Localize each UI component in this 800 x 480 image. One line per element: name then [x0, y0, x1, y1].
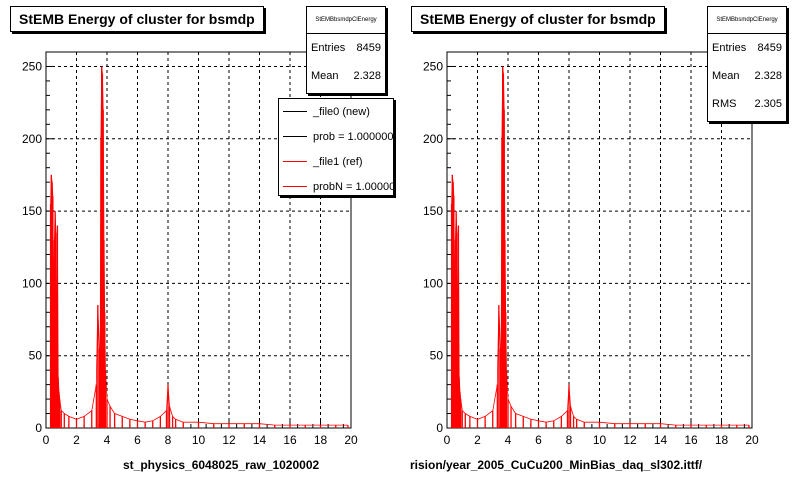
right-stats-entries-row: Entries 8459 [708, 34, 786, 62]
left-mean-label: Mean [311, 70, 339, 82]
right-mean-value: 2.328 [754, 70, 782, 82]
left-x-tick-label: 10 [192, 433, 206, 447]
left-xlabel: st_physics_6048025_raw_1020002 [123, 458, 320, 472]
right-rms-value: 2.305 [754, 98, 782, 110]
left-y-tick-label: 0 [35, 421, 42, 435]
left-entries-label: Entries [311, 42, 346, 54]
right-stats-box: StEMBbsmdpClEnergy Entries 8459 Mean 2.3… [707, 6, 787, 122]
left-histogram-outline [50, 66, 348, 426]
right-x-tick-label: 12 [623, 433, 637, 447]
legend-label-prob: prob = 1.000000 [313, 130, 394, 143]
left-y-tick-label: 100 [22, 276, 42, 290]
right-xlabel: rision/year_2005_CuCu200_MinBias_daq_sl3… [410, 458, 703, 472]
left-x-tick-label: 4 [104, 433, 111, 447]
right-entries-value: 8459 [757, 42, 782, 54]
right-y-tick-label: 100 [423, 276, 443, 290]
left-x-tick-label: 12 [222, 433, 236, 447]
legend-label-file1: _file1 (ref) [313, 155, 363, 168]
right-y-tick-label: 0 [436, 421, 443, 435]
right-rms-label: RMS [712, 98, 737, 110]
legend-box: _file0 (new) prob = 1.000000 _file1 (ref… [278, 98, 394, 196]
left-chart-title: StEMB Energy of cluster for bsmdp [19, 11, 255, 27]
left-stats-entries-row: Entries 8459 [307, 34, 385, 62]
right-x-tick-label: 8 [566, 433, 573, 447]
right-x-tick-label: 6 [535, 433, 542, 447]
right-x-tick-label: 10 [593, 433, 607, 447]
left-y-tick-label: 250 [22, 59, 42, 73]
right-x-tick-label: 18 [715, 433, 729, 447]
right-stats-rms-row: RMS 2.305 [708, 90, 786, 118]
left-stats-mean-row: Mean 2.328 [307, 62, 385, 90]
right-x-tick-label: 2 [474, 433, 481, 447]
right-x-tick-label: 14 [654, 433, 668, 447]
legend-swatch-file0 [283, 111, 307, 112]
legend-swatch-prob [283, 136, 307, 137]
legend-item-file0: _file0 (new) [279, 99, 393, 124]
left-stats-box: StEMBbsmdpClEnergy Entries 8459 Mean 2.3… [306, 6, 386, 94]
right-y-tick-label: 150 [423, 204, 443, 218]
right-stats-title: StEMBbsmdpClEnergy [708, 7, 786, 34]
left-y-tick-label: 200 [22, 132, 42, 146]
legend-item-file1: _file1 (ref) [279, 149, 393, 174]
left-y-tick-label: 150 [22, 204, 42, 218]
left-y-tick-label: 50 [29, 349, 43, 363]
right-y-tick-label: 250 [423, 59, 443, 73]
legend-swatch-probn [283, 186, 307, 187]
left-x-tick-label: 16 [283, 433, 297, 447]
legend-item-probn: probN = 1.000000 [279, 174, 394, 195]
left-entries-value: 8459 [356, 42, 381, 54]
right-x-tick-label: 16 [684, 433, 698, 447]
left-x-tick-label: 18 [314, 433, 328, 447]
right-histogram-outline [451, 66, 749, 426]
left-x-tick-label: 6 [134, 433, 141, 447]
left-x-tick-label: 8 [165, 433, 172, 447]
left-x-tick-label: 2 [73, 433, 80, 447]
legend-swatch-file1 [283, 161, 307, 162]
right-entries-label: Entries [712, 42, 747, 54]
right-chart-title-box: StEMB Energy of cluster for bsmdp [411, 6, 665, 32]
left-mean-value: 2.328 [353, 70, 381, 82]
right-x-tick-label: 4 [505, 433, 512, 447]
right-chart-title: StEMB Energy of cluster for bsmdp [420, 11, 656, 27]
right-x-tick-label: 0 [444, 433, 451, 447]
right-x-tick-label: 20 [745, 433, 759, 447]
legend-label-file0: _file0 (new) [313, 105, 370, 118]
left-chart-title-box: StEMB Energy of cluster for bsmdp [10, 6, 264, 32]
right-mean-label: Mean [712, 70, 740, 82]
legend-item-prob: prob = 1.000000 [279, 124, 393, 149]
right-y-tick-label: 50 [430, 349, 444, 363]
legend-label-probn: probN = 1.000000 [313, 180, 394, 193]
right-stats-mean-row: Mean 2.328 [708, 62, 786, 90]
left-x-tick-label: 14 [253, 433, 267, 447]
left-x-tick-label: 20 [344, 433, 358, 447]
left-stats-title: StEMBbsmdpClEnergy [307, 7, 385, 34]
left-x-tick-label: 0 [43, 433, 50, 447]
right-y-tick-label: 200 [423, 132, 443, 146]
